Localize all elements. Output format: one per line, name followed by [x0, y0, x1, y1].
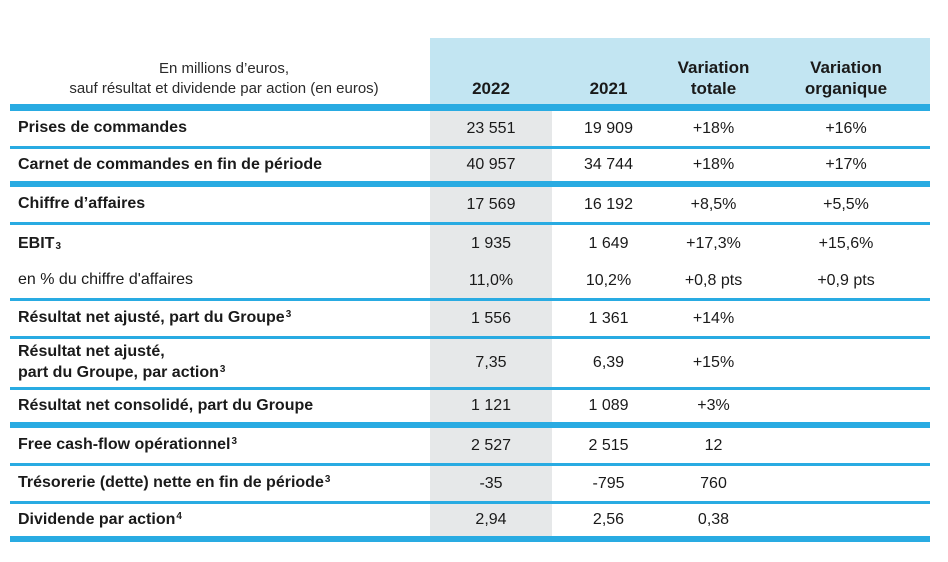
table-row: Trésorerie (dette) nette en fin de pério… [10, 466, 930, 504]
value-2022: 1 121 [430, 390, 552, 422]
value-variation-totale: +3% [697, 397, 730, 414]
value-2021: 10,2% [585, 271, 632, 289]
value-variation-organique [762, 301, 930, 336]
value-2021: 2 515 [588, 436, 629, 454]
value-2022: 1 935 [430, 225, 552, 263]
table-row: Résultat net consolidé, part du Groupe 1 … [10, 390, 930, 428]
unit-note: En millions d’euros, sauf résultat et di… [10, 38, 430, 104]
footnote-marker: 3 [219, 364, 226, 376]
value-variation-totale: 12 [704, 436, 723, 454]
value-variation-totale: 0,38 [697, 511, 730, 528]
value-2022: 11,0% [430, 263, 552, 298]
footnote-marker: 3 [55, 240, 61, 252]
unit-note-line-1: En millions d’euros, [158, 59, 290, 77]
value-2022: 23 551 [430, 111, 552, 146]
column-header-2021: 2021 [552, 38, 665, 104]
value-variation-totale: +15% [692, 354, 735, 371]
value-2022: 2 527 [430, 428, 552, 463]
value-2021: 2,56 [592, 511, 625, 528]
table-row: EBIT3 1 935 1 649 +17,3% +15,6% [10, 225, 930, 263]
row-label: en % du chiffre d'affaires [18, 271, 194, 289]
table-row: Dividende par action4 2,94 2,56 0,38 [10, 504, 930, 542]
value-2021: 16 192 [584, 195, 633, 213]
value-variation-totale: 760 [700, 474, 727, 492]
value-variation-organique [762, 428, 930, 463]
row-label: Dividende par action4 [18, 510, 182, 528]
value-variation-organique: +5,5% [823, 195, 869, 213]
footnote-marker: 3 [231, 436, 237, 448]
row-label: EBIT3 [18, 234, 61, 252]
value-variation-organique [762, 466, 930, 501]
value-2022: 7,35 [430, 339, 552, 387]
value-variation-organique [762, 390, 930, 422]
value-variation-totale: +18% [692, 156, 735, 173]
value-variation-organique: +15,6% [818, 235, 874, 252]
row-label: Free cash-flow opérationnel3 [18, 436, 237, 454]
column-header-variation-totale-line1: Variation [677, 57, 750, 77]
value-variation-totale: +18% [692, 119, 735, 137]
row-label: Résultat net ajusté, part du Groupe, par … [18, 343, 226, 381]
column-header-variation-organique-line1: Variation [810, 57, 882, 77]
value-variation-organique: +0,9 pts [817, 271, 875, 289]
value-variation-organique [762, 504, 930, 536]
financial-results-table: En millions d’euros, sauf résultat et di… [10, 38, 930, 542]
value-2021: 1 089 [588, 397, 629, 414]
footnote-marker: 4 [176, 510, 182, 522]
value-variation-totale: +8,5% [690, 195, 737, 213]
row-label: Résultat net consolidé, part du Groupe [18, 396, 314, 414]
value-2022: 17 569 [430, 187, 552, 222]
value-2022: 1 556 [430, 301, 552, 336]
row-label: Chiffre d’affaires [18, 195, 146, 213]
column-header-variation-totale: Variation totale [665, 38, 762, 104]
table-row: Résultat net ajusté, part du Groupe3 1 55… [10, 301, 930, 339]
column-header-2022: 2022 [430, 38, 552, 104]
value-variation-totale: +14% [692, 309, 735, 327]
column-header-2021-label: 2021 [589, 78, 628, 98]
table-row: Free cash-flow opérationnel3 2 527 2 515 12 [10, 428, 930, 466]
row-label: Trésorerie (dette) nette en fin de pério… [18, 474, 331, 492]
value-2021: -795 [592, 474, 625, 492]
value-2021: 1 361 [588, 309, 629, 327]
value-variation-organique: +16% [825, 119, 867, 137]
value-2021: 6,39 [592, 354, 625, 371]
value-2021: 34 744 [584, 156, 633, 173]
column-header-variation-organique-line2: organique [804, 78, 888, 98]
table-row: Carnet de commandes en fin de période 40 … [10, 149, 930, 187]
value-2022: 2,94 [430, 504, 552, 536]
table-row: en % du chiffre d'affaires 11,0% 10,2% +0,8… [10, 263, 930, 301]
row-label: Résultat net ajusté, part du Groupe3 [18, 309, 292, 327]
value-2022: 40 957 [430, 149, 552, 181]
value-2021: 1 649 [588, 235, 629, 252]
column-header-variation-organique: Variation organique [762, 38, 930, 104]
value-variation-totale: +17,3% [686, 235, 741, 252]
table-row: Prises de commandes 23 551 19 909 +18% +16% [10, 111, 930, 149]
footnote-marker: 3 [285, 309, 292, 321]
column-header-variation-totale-line2: totale [690, 78, 737, 98]
table-row: Résultat net ajusté, part du Groupe, par … [10, 339, 930, 390]
row-label: Carnet de commandes en fin de période [18, 155, 323, 173]
unit-note-line-2: sauf résultat et dividende par action (e… [69, 79, 379, 97]
table-body: Prises de commandes 23 551 19 909 +18% +16% C… [10, 111, 930, 542]
table-row: Chiffre d’affaires 17 569 16 192 +8,5% +5,5% [10, 187, 930, 225]
column-header-2022-label: 2022 [472, 78, 510, 98]
value-2021: 19 909 [584, 119, 633, 137]
value-variation-totale: +0,8 pts [684, 271, 743, 289]
footnote-marker: 3 [324, 474, 331, 486]
value-2022: -35 [430, 466, 552, 501]
table-header-row: En millions d’euros, sauf résultat et di… [10, 38, 930, 111]
value-variation-organique [762, 339, 930, 387]
value-variation-organique: +17% [825, 156, 867, 173]
row-label: Prises de commandes [18, 119, 187, 137]
